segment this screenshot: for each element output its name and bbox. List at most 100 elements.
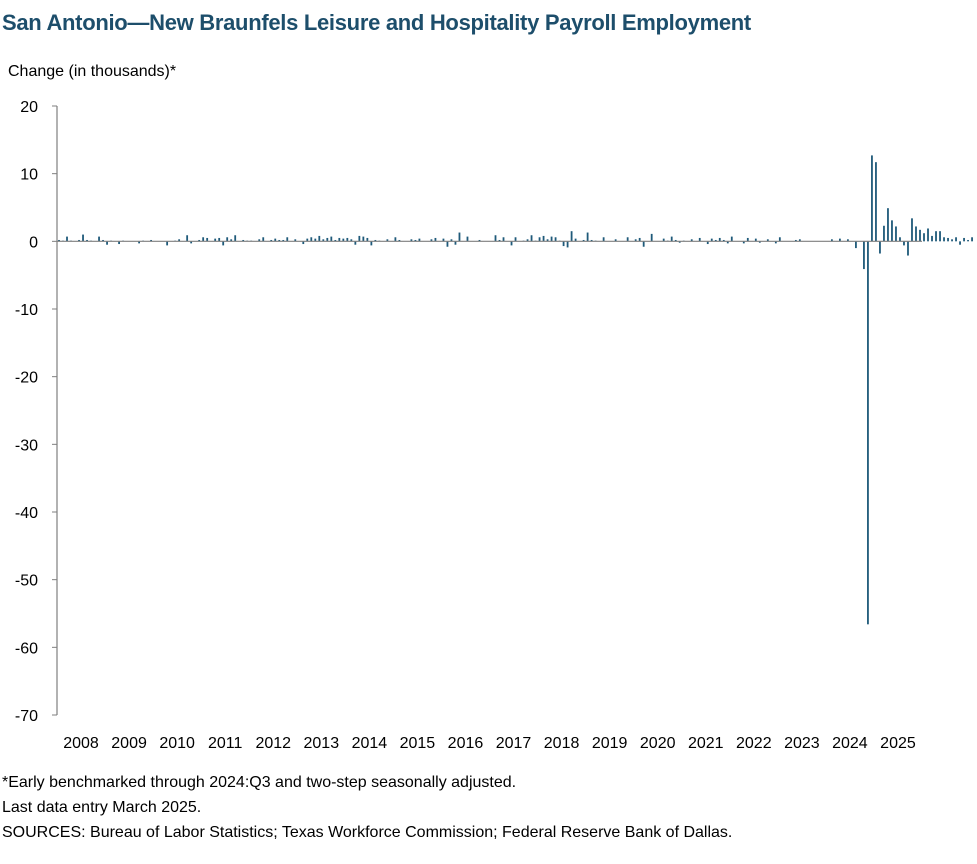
bar [294,239,297,242]
bar [346,237,349,242]
bar [278,239,281,242]
bar [150,239,153,242]
bar [875,162,877,242]
bar [450,239,453,242]
x-tick-label: 2022 [736,735,772,752]
bar [330,236,333,242]
bar [766,239,769,242]
bar [650,233,653,242]
bar [442,238,445,242]
bar [510,241,513,246]
bar [538,237,541,242]
bar [374,239,377,242]
x-tick-label: 2023 [784,735,820,752]
bar [798,239,801,242]
bar [730,236,733,242]
chart-title: San Antonio—New Braunfels Leisure and Ho… [2,10,751,35]
x-tick-label: 2024 [832,735,868,752]
bar [306,238,309,242]
bar [742,241,745,244]
bar [927,228,929,242]
bar [242,239,245,242]
bar [542,235,545,242]
bar [430,239,433,242]
x-tick-label: 2012 [255,735,291,752]
bar [202,237,205,242]
x-tick-label: 2008 [63,735,99,752]
x-tick-label: 2016 [448,735,484,752]
bar [839,238,841,242]
x-tick-label: 2015 [400,735,436,752]
bar [274,238,277,242]
bar [602,237,605,242]
bar [746,237,749,242]
bar [855,241,857,249]
bar [286,237,289,242]
y-tick-label: -10 [15,302,38,319]
bar [398,239,401,242]
y-tick-labels: 20 10 0 -10 -20 -30 -40 -50 -60 -70 [15,99,57,725]
bar [947,237,949,242]
x-tick-label: 2011 [208,735,243,752]
bar [614,239,617,242]
bar [706,241,709,245]
bar [754,238,757,242]
bar [642,241,645,247]
bar [903,241,905,246]
bar [230,239,233,242]
footnote-sources: SOURCES: Bureau of Labor Statistics; Tex… [2,824,733,841]
bar [887,208,889,242]
bar [354,241,357,245]
bar [935,231,937,242]
bar [386,239,389,242]
bar [322,239,325,242]
bar [967,239,969,242]
bar [326,237,329,242]
bar [186,235,189,242]
bar [570,231,573,242]
bar [574,238,577,242]
bar [318,235,321,242]
y-axis-label: Change (in thousands)* [8,63,177,80]
bar [674,239,677,242]
bar [895,226,897,242]
bar [362,236,365,242]
bar [314,238,317,242]
y-tick-label: 0 [29,234,38,251]
bar [939,231,941,242]
bar [58,239,60,242]
bar [178,239,181,242]
bar [678,241,681,243]
bar [951,239,953,242]
bar [959,241,961,245]
bar [514,237,517,242]
bar [310,237,313,242]
bar [526,239,529,242]
x-tick-label: 2009 [111,735,147,752]
bar [98,236,100,242]
bar [190,241,193,244]
bar [662,238,665,242]
bar [434,237,437,242]
bar [234,235,237,242]
bar [106,241,108,245]
bar [871,155,873,242]
bar [66,236,68,242]
bar [498,239,501,242]
bar [338,237,341,242]
bar [118,241,120,245]
bar [466,236,469,242]
y-tick-label: -20 [15,370,38,387]
bar [206,237,209,242]
bar [923,233,925,242]
bar [883,225,885,242]
bar [82,234,84,242]
bar [282,239,285,242]
bar [586,232,589,242]
footnote-benchmark: *Early benchmarked through 2024:Q3 and t… [2,774,517,791]
bar [911,218,913,242]
y-tick-label: 10 [20,167,38,184]
bar [963,237,965,242]
bar [546,239,549,242]
